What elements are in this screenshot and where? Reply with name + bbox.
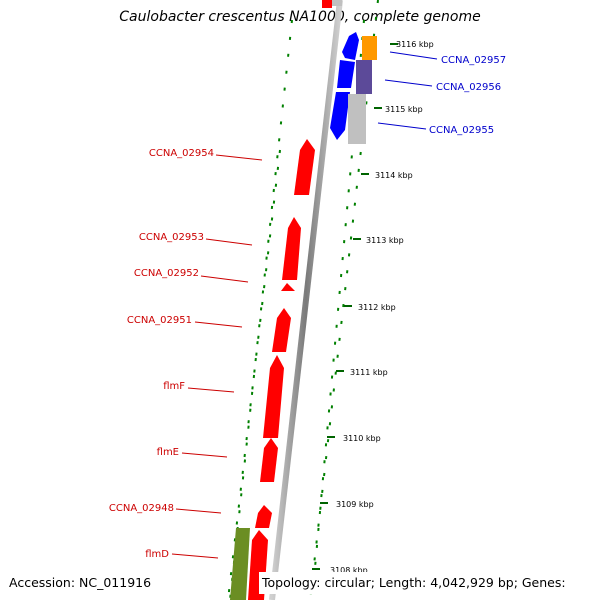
inner-dotted-track-right (312, 19, 365, 591)
gene-arrow-ccna-02955 (330, 92, 350, 140)
orange-feature (362, 36, 377, 60)
gene-arrow-ccna-02953 (282, 217, 301, 280)
right-label-leaders (377, 51, 438, 130)
gene-label-ccna-02948[interactable]: CCNA_02948 (109, 503, 174, 514)
tick-label-3108: 3108 kbp (330, 566, 368, 575)
gene-label-flmd[interactable]: flmD (145, 549, 169, 560)
left-label-leaders (171, 154, 263, 559)
genome-stats-footer: Topology: circular; Length: 4,042,929 bp… (259, 572, 600, 600)
gene-arrow-ccna-02951 (272, 308, 291, 352)
genome-backbone (269, 0, 343, 600)
gene-arrow-ccna-02952 (281, 283, 295, 291)
inner-dotted-track-left (229, 19, 293, 600)
gene-label-ccna-02954[interactable]: CCNA_02954 (149, 148, 214, 159)
grey-feature (348, 94, 366, 144)
gene-arrow-ccna-02954 (294, 139, 315, 195)
partial-red-feature (322, 0, 332, 8)
gene-label-ccna-02957[interactable]: CCNA_02957 (441, 55, 506, 66)
tick-label-3115: 3115 kbp (385, 105, 423, 114)
tick-label-3109: 3109 kbp (336, 500, 374, 509)
gene-label-flme[interactable]: flmE (157, 447, 179, 458)
position-tick-marks (312, 43, 398, 570)
tick-label-3111: 3111 kbp (350, 368, 388, 377)
gene-label-ccna-02951[interactable]: CCNA_02951 (127, 315, 192, 326)
gene-label-ccna-02953[interactable]: CCNA_02953 (139, 232, 204, 243)
gene-arrow-flmf (263, 355, 284, 438)
gene-arrow-ccna-02956 (337, 60, 355, 88)
gene-arrow-ccna-02948 (255, 505, 272, 528)
purple-feature (356, 60, 372, 94)
map-title: Caulobacter crescentus NA1000, complete … (119, 9, 481, 25)
gene-arrow-ccna-02957 (342, 32, 359, 60)
tick-label-3112: 3112 kbp (358, 303, 396, 312)
gene-label-ccna-02955[interactable]: CCNA_02955 (429, 125, 494, 136)
accession-footer: Accession: NC_011916 (6, 572, 155, 594)
tick-label-3110: 3110 kbp (343, 434, 381, 443)
gene-label-ccna-02952[interactable]: CCNA_02952 (134, 268, 199, 279)
tick-label-3114: 3114 kbp (375, 171, 413, 180)
olive-feature (230, 528, 250, 600)
gene-label-flmf[interactable]: flmF (163, 381, 185, 392)
tick-label-3116: 3116 kbp (396, 40, 434, 49)
gene-arrow-flme (260, 438, 278, 482)
partial-grey-feature (332, 0, 342, 6)
tick-label-3113: 3113 kbp (366, 236, 404, 245)
gene-label-ccna-02956[interactable]: CCNA_02956 (436, 82, 501, 93)
